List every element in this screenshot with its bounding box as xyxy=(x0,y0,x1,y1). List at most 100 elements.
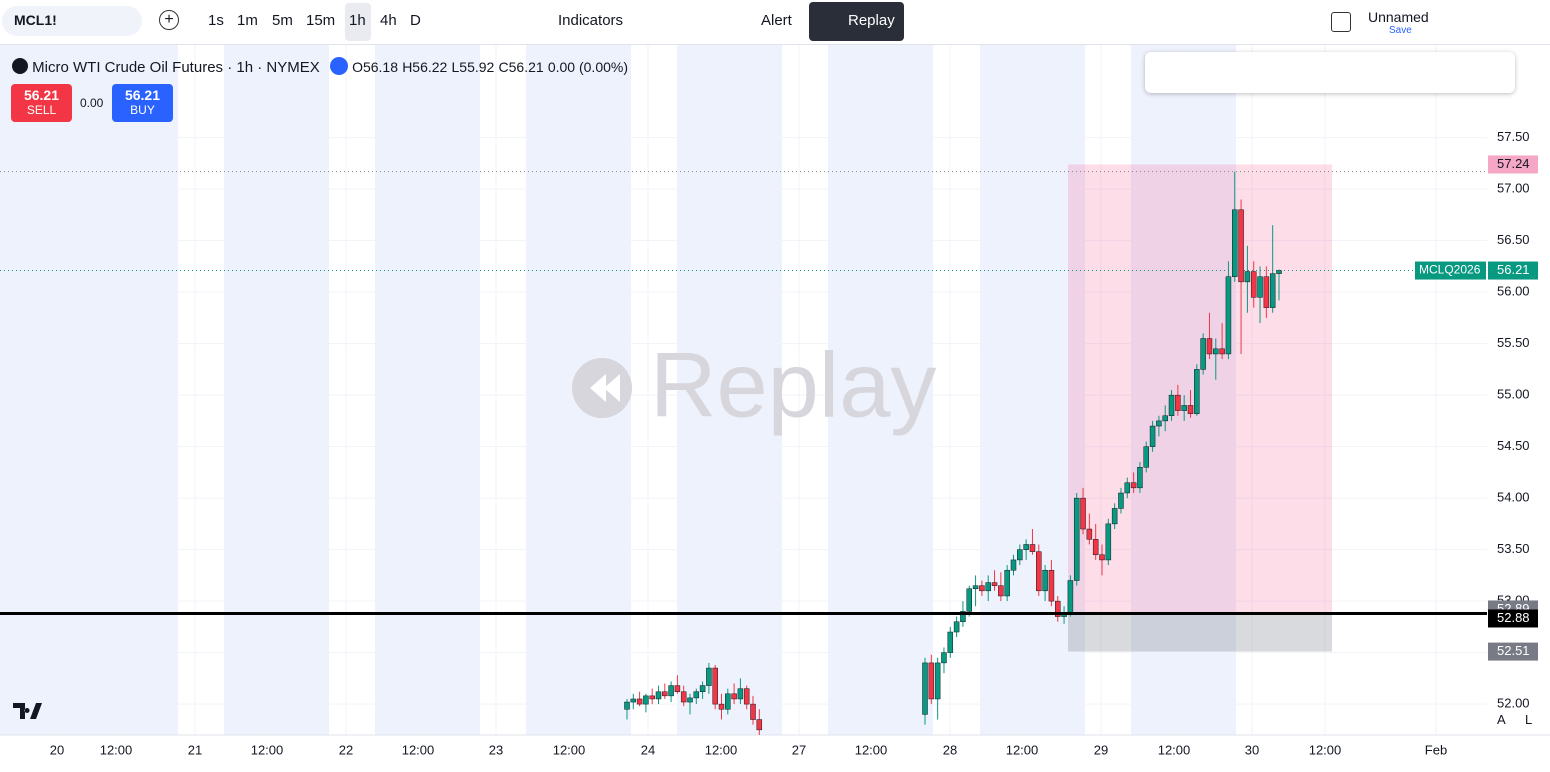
price-label: 57.24 xyxy=(1497,156,1530,171)
drawing-toolbar xyxy=(1145,52,1515,93)
x-tick-label: 21 xyxy=(188,742,202,757)
candle-body xyxy=(1073,497,1080,581)
candle-body xyxy=(1086,528,1093,540)
legend: Micro WTI Crude Oil Futures · 1h · NYMEX… xyxy=(12,57,628,76)
interval[interactable]: 15m xyxy=(306,12,336,29)
y-tick-label: 57.00 xyxy=(1497,181,1530,196)
candle-body xyxy=(1029,544,1036,552)
candle-body xyxy=(922,662,928,715)
candle-body xyxy=(1213,348,1219,355)
interval-active-bg xyxy=(345,3,371,41)
candle-body xyxy=(731,693,737,700)
candle-body xyxy=(662,691,668,697)
y-tick-label: 57.50 xyxy=(1497,129,1530,144)
candle-body xyxy=(1048,569,1055,602)
candle-body xyxy=(1042,569,1048,592)
log-scale-mode[interactable]: L xyxy=(1525,712,1533,727)
candle-body xyxy=(655,691,662,700)
watermark-icon-arrows xyxy=(590,374,620,402)
candle-body xyxy=(1023,544,1029,550)
watermark: Replay xyxy=(650,334,936,436)
candle-body xyxy=(1156,420,1162,427)
candle-body xyxy=(991,582,998,586)
candle-body xyxy=(1194,369,1200,414)
price-label-bg xyxy=(1488,609,1538,628)
interval[interactable]: 1h xyxy=(349,12,366,29)
candle-body xyxy=(1200,338,1206,370)
ohlc-change: 0.00 (0.00%) xyxy=(547,59,629,75)
candle-body xyxy=(699,685,706,692)
candle-body xyxy=(1175,394,1181,411)
symbol-icon xyxy=(12,58,28,74)
candle-body xyxy=(687,697,693,703)
interval[interactable]: 5m xyxy=(272,12,293,29)
x-tick-label: Feb xyxy=(1425,742,1447,757)
y-tick-label: 55.00 xyxy=(1497,387,1530,402)
profit-zone xyxy=(1068,164,1332,613)
price-label-bg xyxy=(1488,642,1538,661)
candle-body xyxy=(1162,415,1168,422)
session-band xyxy=(677,45,782,735)
layout-name[interactable]: Unnamed xyxy=(1368,9,1429,25)
replay-button[interactable] xyxy=(809,2,904,41)
price-scale-mode[interactable]: A xyxy=(1497,712,1506,727)
candle-body xyxy=(1036,551,1042,592)
top-toolbar: MCL1! + 1s 1m 5m 15m 1h 4h D Indicators … xyxy=(0,0,1550,45)
y-tick-label: 56.00 xyxy=(1497,284,1530,299)
alert[interactable]: Alert xyxy=(761,12,792,29)
candle-body xyxy=(1225,276,1232,355)
candle-body xyxy=(1206,338,1213,355)
replay-label[interactable]: Replay xyxy=(848,12,895,29)
x-tick-label: 12:00 xyxy=(100,742,133,757)
candle-body xyxy=(1238,209,1244,283)
session-band xyxy=(828,45,933,735)
candle-body xyxy=(1168,394,1175,416)
session-band xyxy=(224,45,329,735)
add-symbol[interactable]: + xyxy=(159,10,179,30)
tv-logo-shape xyxy=(13,703,42,719)
candle-body xyxy=(1181,405,1187,411)
candle-body xyxy=(1143,446,1149,468)
candle-body xyxy=(624,701,630,710)
symbol[interactable]: MCL1! xyxy=(14,12,57,28)
interval[interactable]: 4h xyxy=(380,12,397,29)
candle-body xyxy=(1263,276,1270,308)
candle-body xyxy=(1232,209,1238,277)
interval[interactable]: 1m xyxy=(237,12,258,29)
ohlc-close: C56.21 xyxy=(498,59,544,75)
candle-body xyxy=(1219,348,1225,355)
candle-body xyxy=(674,685,681,692)
candle-body xyxy=(1010,559,1017,571)
buy-price: 56.21 xyxy=(124,87,161,103)
ohlc-low: L55.92 xyxy=(451,59,495,75)
save[interactable]: Save xyxy=(1389,25,1412,36)
y-tick-label: 52.00 xyxy=(1497,696,1530,711)
x-tick-label: 12:00 xyxy=(1309,742,1342,757)
loss-zone xyxy=(1068,612,1332,652)
symbol-search[interactable] xyxy=(2,6,142,36)
indicators[interactable]: Indicators xyxy=(558,12,624,29)
sell-button[interactable]: 56.21 SELL xyxy=(11,84,72,122)
x-tick-label: 27 xyxy=(792,742,806,757)
symbol-label: MCLQ2026 xyxy=(1419,263,1481,277)
candle-body xyxy=(960,611,966,622)
candle-body xyxy=(972,585,979,590)
candle-body xyxy=(1244,271,1251,283)
candle-body xyxy=(979,585,985,592)
price-label-bg xyxy=(1488,155,1538,174)
interval[interactable]: D xyxy=(410,12,421,29)
candle-body xyxy=(1124,482,1131,494)
interval[interactable]: 1s xyxy=(208,12,224,29)
candle-body xyxy=(649,695,655,700)
candle-body xyxy=(1004,569,1010,597)
candle-body xyxy=(1269,273,1276,308)
candle-body xyxy=(966,588,972,612)
candle-body xyxy=(1017,549,1023,561)
layout-checkbox[interactable] xyxy=(1331,12,1351,32)
buy-button[interactable]: 56.21 BUY xyxy=(112,84,173,122)
candle-body xyxy=(668,685,674,697)
candle-body xyxy=(643,695,649,705)
candles xyxy=(624,171,1282,735)
x-tick-label: 23 xyxy=(489,742,503,757)
